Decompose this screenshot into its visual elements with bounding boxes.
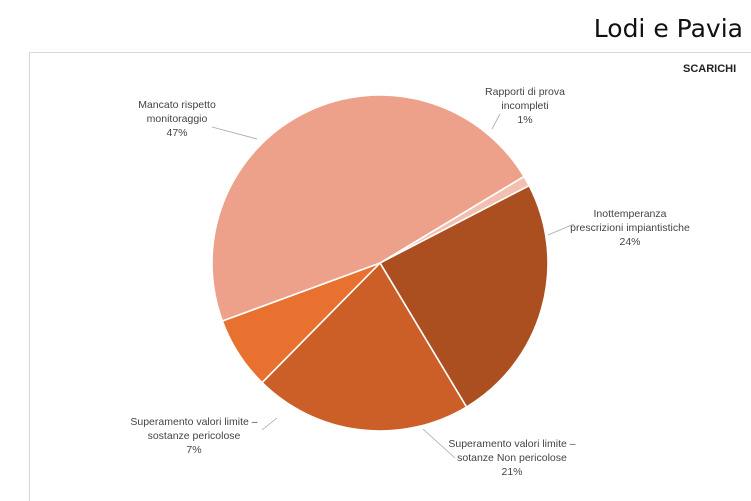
- slice-label: Rapporti di prova: [485, 86, 565, 98]
- pie-slice: [260, 261, 468, 432]
- slice-percent-label: 47%: [166, 127, 187, 139]
- slice-percent-label: 21%: [501, 466, 522, 478]
- slice-label: monitoraggio: [147, 113, 208, 125]
- slice-label: Superamento valori limite –: [448, 438, 575, 450]
- slice-label: incompleti: [501, 100, 548, 112]
- pie-slice: [378, 184, 549, 409]
- page-title: Lodi e Pavia: [593, 14, 743, 43]
- pie-slice: [211, 94, 526, 323]
- leader-line: [491, 113, 501, 130]
- slice-percent-label: 24%: [619, 236, 640, 248]
- slice-percent-label: 1%: [517, 114, 532, 126]
- slice-label: prescrizioni impiantistiche: [570, 222, 690, 234]
- slice-label: Superamento valori limite –: [130, 416, 257, 428]
- slice-label: Inottemperanza: [594, 208, 667, 220]
- slice-label: sostanze pericolose: [148, 430, 241, 442]
- slice-label: sotanze Non pericolose: [457, 452, 567, 464]
- chart-title: SCARICHI: [683, 63, 737, 75]
- leader-line: [547, 223, 575, 236]
- leader-line: [211, 126, 258, 140]
- leader-line: [422, 428, 456, 459]
- leader-line: [261, 417, 278, 431]
- slice-percent-label: 7%: [186, 444, 201, 456]
- chart-frame: [29, 52, 751, 501]
- slice-label: Mancato rispetto: [138, 99, 216, 111]
